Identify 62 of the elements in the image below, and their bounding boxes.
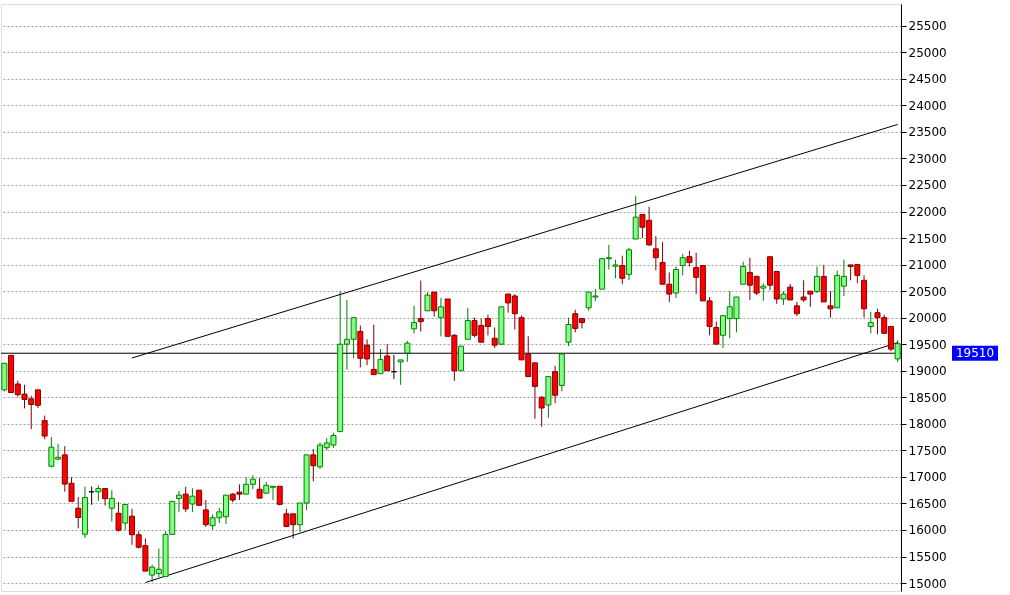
candlestick — [377, 348, 384, 375]
candlestick — [538, 395, 545, 428]
candlestick — [632, 195, 639, 240]
candlestick — [827, 290, 834, 319]
candlestick — [713, 321, 720, 345]
y-tick-label: 23000 — [908, 151, 947, 166]
candlestick — [370, 324, 377, 376]
y-tick-label: 25000 — [908, 45, 947, 60]
candlestick — [437, 297, 444, 337]
y-tick-label: 19000 — [908, 364, 947, 379]
y-tick-label: 19500 — [908, 337, 947, 352]
y-tick-label: 17000 — [908, 470, 947, 485]
candlestick — [411, 305, 418, 334]
candlestick — [202, 499, 209, 528]
candlestick — [115, 501, 122, 533]
candlestick — [491, 326, 498, 349]
y-tick-label: 15500 — [908, 550, 947, 564]
candlestick — [612, 259, 619, 279]
candlestick — [740, 261, 747, 285]
y-tick-label: 20500 — [908, 284, 947, 299]
candlestick — [565, 317, 572, 347]
candlestick — [431, 291, 438, 318]
y-tick-label: 25500 — [908, 19, 947, 34]
y-tick-label: 18000 — [908, 417, 947, 432]
candlestick — [41, 415, 48, 440]
candlestick — [256, 477, 263, 499]
y-tick-label: 15000 — [908, 576, 947, 591]
y-tick-label: 17500 — [908, 443, 947, 458]
candlestick — [867, 311, 874, 334]
candlestick — [384, 343, 391, 372]
y-tick-label: 16000 — [908, 523, 947, 538]
y-tick-label: 21500 — [908, 231, 947, 246]
candlestick — [182, 486, 189, 513]
y-tick-label: 24500 — [908, 72, 947, 87]
y-tick-label: 22500 — [908, 178, 947, 193]
candlestick — [75, 496, 82, 529]
y-tick-label: 20000 — [908, 311, 947, 326]
candlestick — [652, 235, 659, 271]
candlestick — [814, 266, 821, 294]
candlestick — [175, 490, 182, 513]
candlestick — [800, 279, 807, 303]
candlestick — [417, 280, 424, 333]
candlestick — [310, 448, 317, 482]
candlestick — [189, 487, 196, 513]
y-tick-label: 18500 — [908, 390, 947, 405]
y-tick-label: 23500 — [908, 125, 947, 140]
y-tick-label: 22000 — [908, 205, 947, 220]
candlestick — [619, 255, 626, 285]
y-tick-label: 24000 — [908, 98, 947, 113]
candlestick — [673, 266, 679, 299]
candlestick — [552, 365, 559, 404]
candlestick — [108, 489, 115, 522]
y-tick-label: 16500 — [908, 496, 947, 511]
candlestick — [894, 339, 901, 363]
candlestick — [122, 503, 129, 531]
candlestick — [424, 291, 431, 312]
candlestick — [397, 359, 404, 386]
candlestick — [679, 253, 686, 276]
candlestick — [464, 307, 471, 340]
y-tick-label: 21000 — [908, 258, 947, 273]
text: 19510 — [955, 346, 995, 361]
candlestick — [404, 340, 411, 363]
